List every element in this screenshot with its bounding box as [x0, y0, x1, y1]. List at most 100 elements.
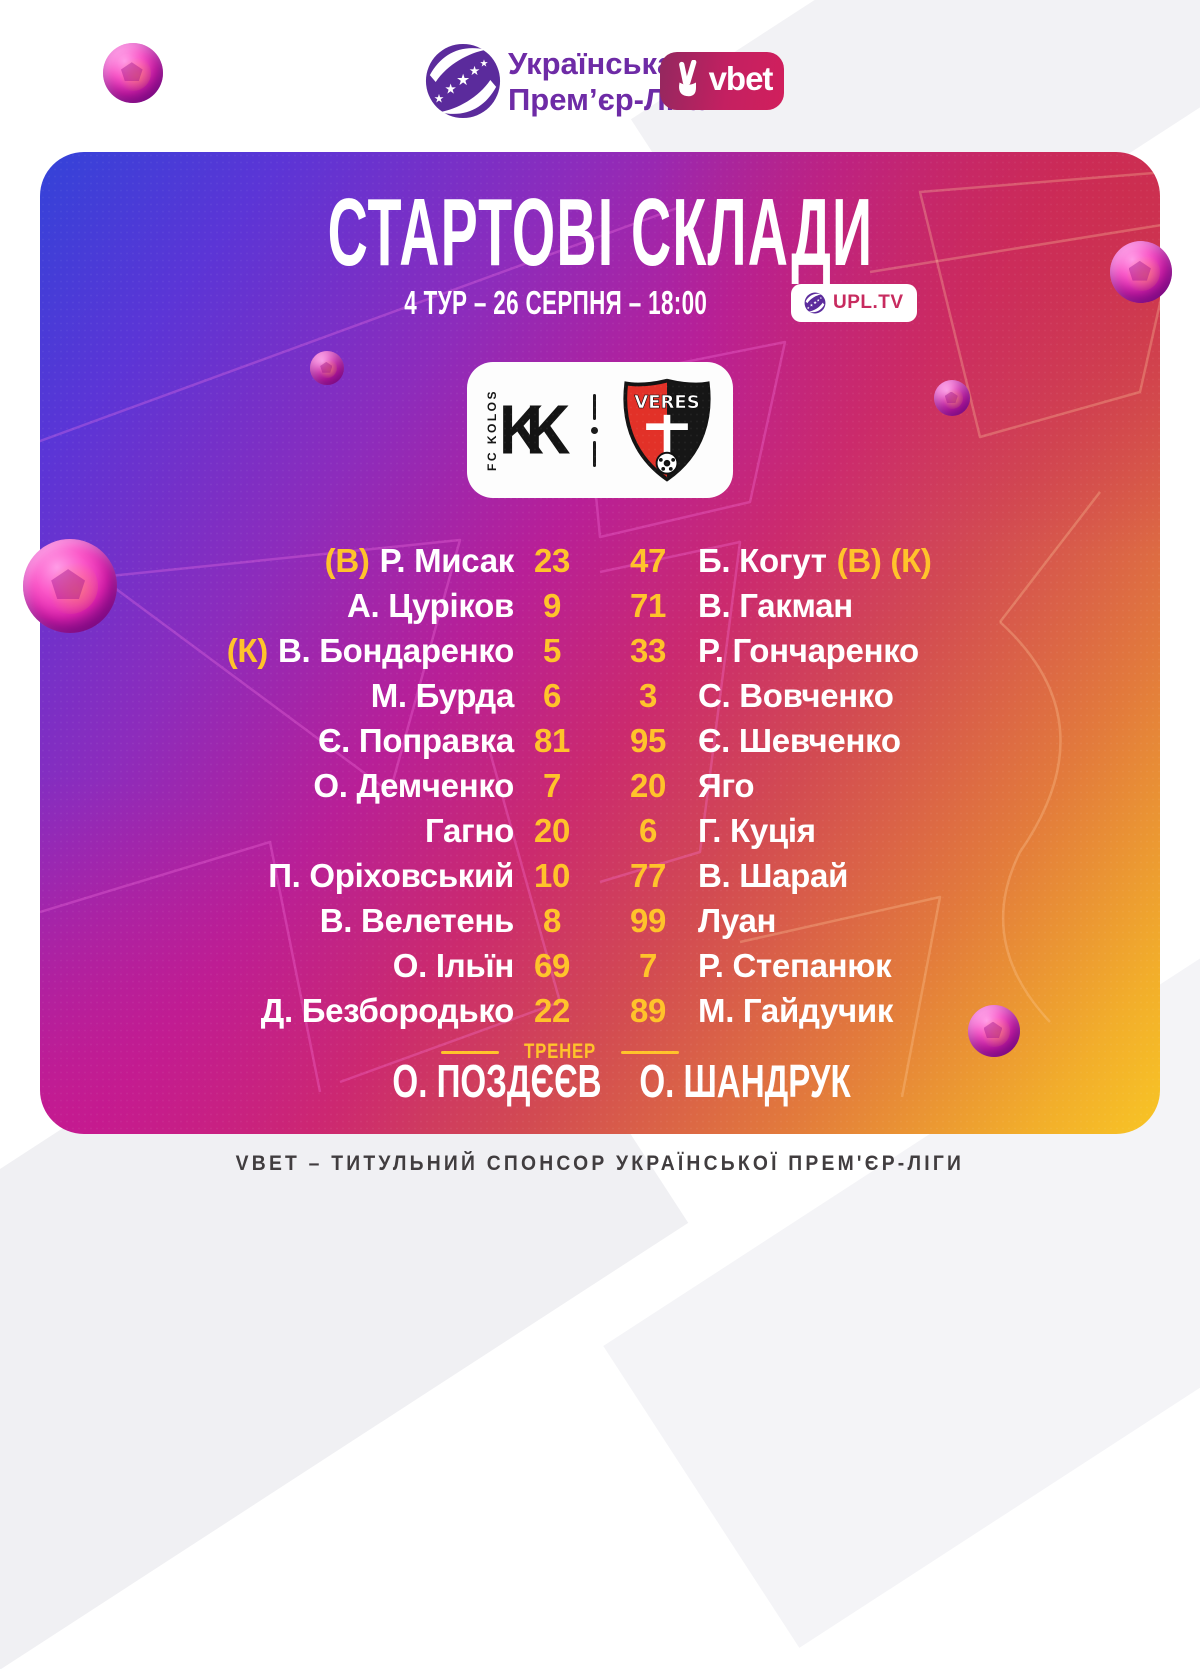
away-player: Луан	[686, 902, 1106, 940]
away-player-number: 95	[629, 721, 667, 759]
home-player-number: 9	[542, 586, 562, 624]
home-player: В. Велетень	[94, 901, 515, 940]
home-player-name: О. Ільїн	[392, 946, 515, 984]
veres-logo: VERES	[623, 378, 711, 482]
lineups-card: СТАРТОВІ СКЛАДИ 4 ТУР – 26 СЕРПНЯ – 18:0…	[40, 152, 1160, 1134]
vbet-wordmark: vbet	[708, 60, 774, 97]
home-player-name: В. Бондаренко	[277, 631, 514, 669]
lineup-row: В. Велетень 8 99 Луан	[94, 898, 1106, 943]
away-player-name: М. Гайдучик	[698, 991, 894, 1029]
home-player-number: 20	[533, 811, 571, 849]
home-player-number: 5	[542, 631, 562, 669]
away-player: С. Вовченко	[686, 677, 1106, 715]
home-player-mark: (К)	[226, 631, 269, 669]
veres-wordmark: VERES	[634, 392, 699, 413]
lineup-row: Гагно 20 6 Г. Куція	[94, 808, 1106, 853]
soccer-ball-decoration	[23, 539, 117, 633]
team-logos-panel: FC KOLOS KK VERES	[467, 362, 733, 498]
lineup-row: Є. Поправка 81 95 Є. Шевченко	[94, 718, 1106, 763]
away-player: М. Гайдучик	[686, 992, 1106, 1030]
away-player-number: 7	[638, 946, 658, 984]
home-player: Гагно	[94, 812, 514, 850]
lineup-row: О. Ільїн 69 7 Р. Степанюк	[94, 943, 1106, 988]
away-player-number: 33	[629, 631, 667, 669]
away-player-number: 99	[629, 901, 667, 939]
home-player-name: О. Демченко	[313, 766, 514, 804]
away-player-number: 20	[629, 766, 667, 804]
home-player: (К) В. Бондаренко	[94, 631, 515, 670]
lineup-row: (В) Р. Мисак 23 47 Б. Когут (В) (К)	[94, 538, 1106, 583]
home-player-number: 81	[533, 721, 571, 759]
upltv-label: UPL.TV	[832, 292, 904, 313]
soccer-ball-decoration	[1110, 241, 1172, 303]
away-player-number: 6	[638, 811, 658, 849]
home-player-name: Д. Безбородько	[260, 991, 515, 1029]
league-name-line1: Українська	[508, 46, 675, 81]
home-player-number: 23	[533, 541, 571, 579]
kolos-logo: FC KOLOS KK	[485, 389, 571, 471]
poster-title: СТАРТОВІ СКЛАДИ	[327, 179, 873, 286]
home-player: Є. Поправка	[94, 722, 514, 760]
coach-label: ТРЕНЕР	[523, 1040, 597, 1063]
away-player: Р. Гончаренко	[686, 632, 1106, 670]
away-player-name: Б. Когут	[698, 541, 827, 579]
home-player: Д. Безбородько	[94, 991, 515, 1030]
home-player: П. Оріховський	[94, 857, 514, 895]
kolos-monogram: KK	[499, 391, 570, 469]
lineup-row: М. Бурда 6 3 С. Вовченко	[94, 673, 1106, 718]
lineup-row: О. Демченко 7 20 Яго	[94, 763, 1106, 808]
home-player-name: Р. Мисак	[379, 541, 515, 579]
soccer-ball-decoration	[968, 1005, 1020, 1057]
away-player: Яго	[686, 767, 1106, 805]
home-player-mark: (В)	[324, 541, 370, 579]
home-player-number: 7	[542, 766, 562, 804]
away-player: Є. Шевченко	[686, 722, 1106, 760]
vbet-logo: vbet	[660, 52, 784, 110]
home-coach-name: О. ПОЗДЄЄВ	[392, 1055, 602, 1107]
away-player-name: В. Гакман	[698, 586, 853, 624]
away-player-number: 71	[629, 586, 667, 624]
home-player-name: М. Бурда	[370, 676, 515, 714]
away-player-name: Яго	[698, 766, 755, 804]
home-player-number: 6	[542, 676, 562, 714]
away-player-name: С. Вовченко	[698, 676, 894, 714]
away-player-number: 3	[638, 676, 658, 714]
lineup-poster: { "header": { "league_line1": "Українськ…	[0, 0, 1200, 1200]
away-player-name: Є. Шевченко	[698, 721, 901, 759]
away-player-number: 47	[629, 541, 667, 579]
away-player: В. Гакман	[686, 587, 1106, 625]
lineup-row: П. Оріховський 10 77 В. Шарай	[94, 853, 1106, 898]
home-player-name: П. Оріховський	[268, 856, 514, 894]
away-player-number: 89	[629, 991, 667, 1029]
away-coach-name: О. ШАНДРУК	[639, 1055, 851, 1107]
lineup-row: А. Цуріков 9 71 В. Гакман	[94, 583, 1106, 628]
upltv-ball-icon	[804, 292, 826, 314]
home-player: О. Демченко	[94, 767, 514, 805]
away-player: Р. Степанюк	[686, 947, 1106, 985]
home-player-name: А. Цуріков	[346, 586, 514, 624]
upl-league-logo-icon	[424, 42, 502, 120]
home-player-number: 10	[533, 856, 571, 894]
home-player-number: 8	[542, 901, 562, 939]
away-player-mark: (В) (К)	[836, 541, 932, 579]
lineup-row: (К) В. Бондаренко 5 33 Р. Гончаренко	[94, 628, 1106, 673]
away-player-name: В. Шарай	[698, 856, 849, 894]
away-player: Б. Когут (В) (К)	[686, 542, 1106, 580]
home-player: (В) Р. Мисак	[94, 541, 515, 580]
lineup-table: (В) Р. Мисак 23 47 Б. Когут (В) (К) А. Ц…	[94, 538, 1106, 1033]
away-player: Г. Куція	[686, 812, 1106, 850]
home-player-name: Гагно	[425, 811, 514, 849]
away-player-name: Р. Гончаренко	[698, 631, 919, 669]
home-player-name: В. Велетень	[319, 901, 515, 939]
home-player: М. Бурда	[94, 676, 515, 715]
sponsor-text: VBET – ТИТУЛЬНИЙ СПОНСОР УКРАЇНСЬКОЇ ПРЕ…	[235, 1152, 965, 1175]
away-player-number: 77	[629, 856, 667, 894]
lineup-row: Д. Безбородько 22 89 М. Гайдучик	[94, 988, 1106, 1033]
versus-divider	[591, 393, 599, 467]
upltv-badge: UPL.TV	[790, 284, 917, 322]
soccer-ball-decoration	[934, 380, 970, 416]
home-player: О. Ільїн	[94, 946, 515, 985]
away-player-name: Р. Степанюк	[698, 946, 892, 984]
away-player-name: Г. Куція	[698, 811, 816, 849]
away-player: В. Шарай	[686, 857, 1106, 895]
